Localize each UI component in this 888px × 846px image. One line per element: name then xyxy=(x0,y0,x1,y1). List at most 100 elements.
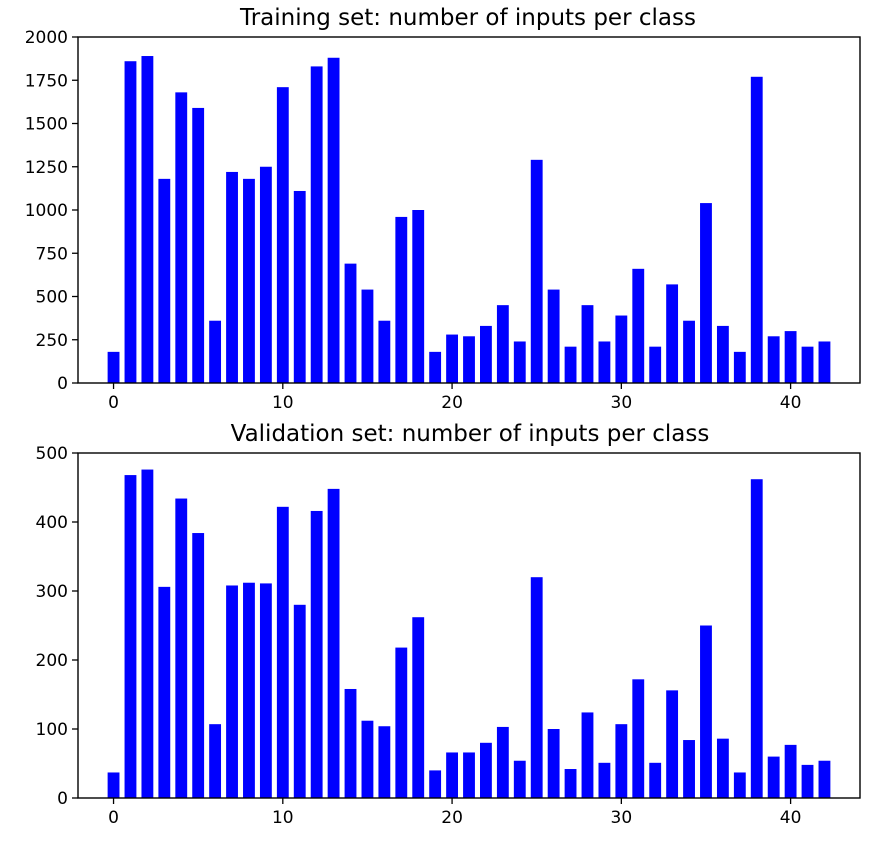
training-bar-class-20 xyxy=(446,334,458,383)
training-bar-class-6 xyxy=(209,320,222,383)
validation-bar-class-35 xyxy=(700,625,712,798)
validation-bar-class-24 xyxy=(513,760,526,798)
validation-y-tick-label: 200 xyxy=(36,651,68,671)
validation-axes-frame xyxy=(77,452,861,799)
validation-bar-class-42 xyxy=(818,760,831,798)
validation-bar-class-16 xyxy=(378,726,391,798)
training-y-tick-label: 2000 xyxy=(25,28,68,48)
training-y-tick-label: 500 xyxy=(36,288,68,308)
training-bar-class-42 xyxy=(818,341,831,383)
validation-bar-class-18 xyxy=(412,617,425,798)
training-bar-class-8 xyxy=(243,178,255,383)
training-y-tick-label: 1250 xyxy=(25,158,68,178)
training-bar-class-19 xyxy=(429,351,442,383)
validation-y-axis: 0 100 200 300 400 500 xyxy=(36,444,78,809)
validation-y-tick-label: 400 xyxy=(36,513,68,533)
validation-bar-class-33 xyxy=(666,690,679,798)
validation-bar-class-11 xyxy=(293,604,306,798)
validation-bar-class-27 xyxy=(564,769,577,798)
validation-bar-class-26 xyxy=(547,729,560,798)
training-bar-class-1 xyxy=(124,61,137,383)
validation-x-tick-label: 0 xyxy=(108,808,119,828)
training-bar-class-36 xyxy=(716,325,729,383)
validation-bar-class-36 xyxy=(716,738,729,798)
training-bar-class-34 xyxy=(683,320,695,383)
validation-bar-class-39 xyxy=(767,756,780,798)
training-bar-class-28 xyxy=(581,305,594,383)
training-y-tick-label: 750 xyxy=(36,244,68,264)
validation-bar-class-6 xyxy=(209,724,222,798)
training-bar-class-26 xyxy=(547,289,560,383)
validation-bar-class-23 xyxy=(496,726,509,798)
validation-bar-class-20 xyxy=(446,752,458,798)
training-bar-class-17 xyxy=(395,216,408,383)
training-x-tick-label: 20 xyxy=(441,393,463,413)
validation-y-tick-label: 0 xyxy=(57,789,68,809)
training-y-tick-label: 1750 xyxy=(25,71,68,91)
training-y-tick-label: 250 xyxy=(36,331,68,351)
training-x-axis: 0 10 20 30 40 xyxy=(108,383,801,413)
validation-bar-class-19 xyxy=(429,770,442,798)
training-bar-class-40 xyxy=(784,331,797,383)
training-bar-class-2 xyxy=(141,56,154,383)
training-x-tick-label: 40 xyxy=(780,393,802,413)
training-bar-class-33 xyxy=(666,284,679,383)
validation-bar-class-29 xyxy=(598,762,611,798)
validation-bar-class-21 xyxy=(463,752,475,798)
training-bar-class-11 xyxy=(293,190,306,383)
validation-bar-class-28 xyxy=(581,712,594,798)
validation-x-tick-label: 20 xyxy=(441,808,463,828)
training-bar-class-32 xyxy=(649,346,662,383)
validation-bars xyxy=(107,469,831,798)
validation-bar-class-10 xyxy=(276,506,289,798)
validation-bar-class-1 xyxy=(124,475,137,798)
training-bar-class-39 xyxy=(767,336,780,383)
validation-y-tick-label: 100 xyxy=(36,720,68,740)
training-bar-class-14 xyxy=(344,263,357,383)
validation-bar-class-7 xyxy=(226,585,238,798)
validation-x-tick-label: 10 xyxy=(272,808,294,828)
validation-bar-class-31 xyxy=(632,679,645,798)
training-y-axis: 0 250 500 750 1000 1250 1500 1750 2000 xyxy=(25,28,78,394)
validation-y-tick-label: 300 xyxy=(36,582,68,602)
training-bar-class-4 xyxy=(175,92,188,384)
training-bar-class-23 xyxy=(496,305,509,383)
validation-bar-class-3 xyxy=(158,586,171,798)
training-bar-class-30 xyxy=(615,315,628,383)
validation-bar-class-22 xyxy=(480,742,492,798)
validation-bar-class-15 xyxy=(361,720,374,798)
validation-bar-class-2 xyxy=(141,469,154,798)
training-bar-class-22 xyxy=(480,325,492,383)
training-bar-class-21 xyxy=(463,336,475,383)
training-bar-class-18 xyxy=(412,210,425,383)
training-bar-class-7 xyxy=(226,171,238,383)
validation-x-tick-label: 40 xyxy=(780,808,802,828)
training-bar-class-15 xyxy=(361,289,374,383)
validation-bar-class-0 xyxy=(107,772,120,798)
validation-bar-class-32 xyxy=(649,762,662,798)
validation-bar-class-13 xyxy=(327,488,340,798)
validation-bar-class-5 xyxy=(192,533,205,798)
training-y-tick-label: 0 xyxy=(57,374,68,394)
validation-bar-class-14 xyxy=(344,688,357,798)
training-x-tick-label: 10 xyxy=(272,393,294,413)
training-bar-class-37 xyxy=(733,351,746,383)
validation-y-tick-label: 500 xyxy=(36,444,68,464)
training-bar-class-16 xyxy=(378,320,391,383)
training-chart-title: Training set: number of inputs per class xyxy=(239,5,696,31)
training-bar-class-0 xyxy=(107,351,120,383)
training-bar-class-41 xyxy=(801,346,814,383)
training-bars xyxy=(107,56,831,384)
validation-x-tick-label: 30 xyxy=(611,808,633,828)
validation-bar-class-9 xyxy=(259,583,272,798)
validation-bar-class-12 xyxy=(310,510,323,798)
training-bar-class-13 xyxy=(327,57,340,383)
validation-bar-class-25 xyxy=(530,577,543,798)
validation-bar-class-30 xyxy=(615,724,628,798)
training-bar-class-27 xyxy=(564,346,577,383)
validation-bar-class-4 xyxy=(175,498,188,798)
validation-bar-class-17 xyxy=(395,647,408,798)
validation-chart-title: Validation set: number of inputs per cla… xyxy=(231,421,710,447)
training-bar-class-24 xyxy=(513,341,526,383)
